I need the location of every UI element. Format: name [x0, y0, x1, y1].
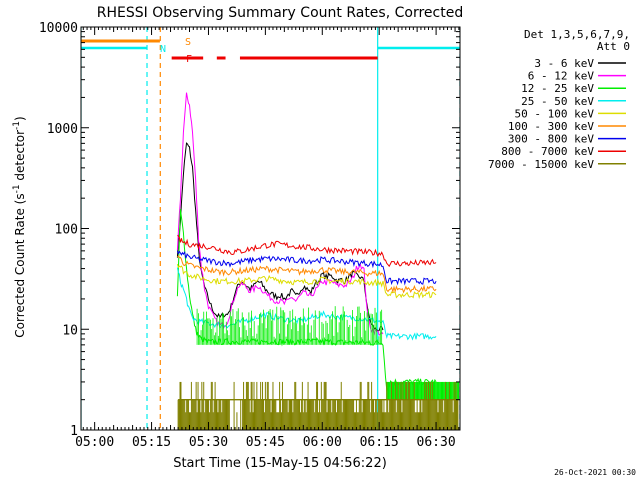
x-tick-label-4: 06:00 [303, 435, 342, 450]
series-line-7 [177, 234, 437, 268]
footer-date: 26-Oct-2021 00:30 [554, 468, 636, 477]
legend-label-3: 25 - 50 keV [521, 95, 594, 108]
x-tick-label-5: 06:15 [360, 435, 399, 450]
series-line-4 [176, 263, 437, 300]
legend-label-5: 100 - 300 keV [508, 120, 594, 133]
y-axis-label-sup1: -1 [12, 184, 22, 193]
series-line-3 [176, 267, 437, 341]
x-tick-label-6: 06:30 [417, 435, 456, 450]
y-axis-label-mid: detector [13, 130, 27, 185]
y-tick-label-3: 1000 [47, 122, 78, 137]
legend-label-2: 12 - 25 keV [521, 82, 594, 95]
x-tick-label-0: 05:00 [75, 435, 114, 450]
chart-title: RHESSI Observing Summary Count Rates, Co… [97, 5, 463, 21]
legend-label-8: 7000 - 15000 keV [488, 158, 594, 171]
x-tick-label-3: 05:45 [246, 435, 285, 450]
x-tick-label-1: 05:15 [132, 435, 171, 450]
legend-label-6: 300 - 800 keV [508, 133, 594, 146]
y-tick-label-1: 10 [62, 323, 78, 338]
legend-label-4: 50 - 100 keV [515, 107, 595, 120]
y-tick-label-0: 1 [70, 424, 78, 439]
flag-label-n: N [160, 44, 166, 55]
x-axis-label: Start Time (15-May-15 04:56:22) [173, 456, 387, 471]
x-tick-label-2: 05:30 [189, 435, 228, 450]
legend-label-0: 3 - 6 keV [534, 57, 594, 70]
flag-label-s: S [185, 37, 191, 48]
legend-label-1: 6 - 12 keV [528, 70, 595, 83]
series-line-0 [176, 142, 384, 332]
y-tick-label-2: 100 [55, 223, 78, 238]
y-axis-label-end: ) [13, 116, 27, 121]
y-axis-label-sup2: -1 [12, 121, 22, 130]
legend-header-0: Det 1,3,5,6,7,9, [524, 28, 630, 41]
svg-text:Corrected Count Rate (s-1 dete: Corrected Count Rate (s-1 detector-1) [12, 116, 27, 337]
axes: 1 10 100 1000 10000 05:00 05:15 05:30 05:45 06:00… [39, 21, 461, 450]
series-line-6 [176, 250, 437, 286]
legend-label-7: 800 - 7000 keV [501, 145, 594, 158]
y-tick-label-4: 10000 [39, 21, 78, 36]
y-axis-label-text: Corrected Count Rate (s [13, 193, 27, 337]
series-line-1 [176, 92, 384, 336]
y-axis-label: Corrected Count Rate (s-1 detector-1) [12, 116, 27, 337]
legend-header-1: Att 0 [597, 40, 630, 53]
series-line-5 [177, 255, 437, 294]
flag-label-f: F [186, 54, 192, 65]
